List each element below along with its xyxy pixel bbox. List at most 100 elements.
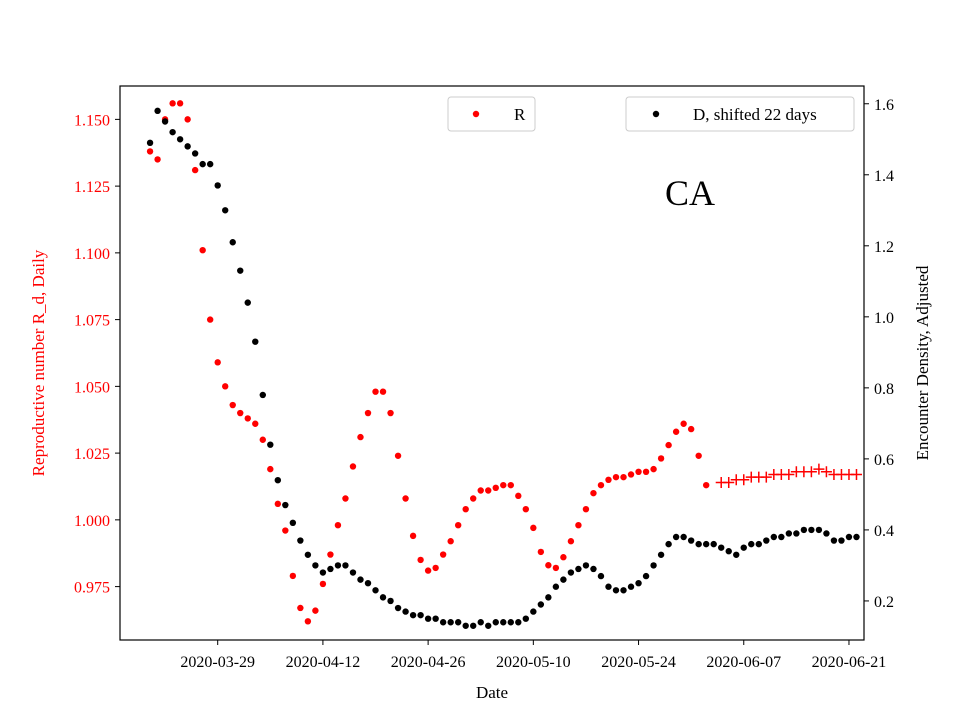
- d-series-point: [800, 526, 808, 534]
- d-series-point: [680, 533, 687, 541]
- d-series-point: [244, 299, 251, 306]
- panel-label: CA: [665, 173, 715, 213]
- x-axis-label: Date: [476, 683, 508, 702]
- d-series-point: [718, 544, 725, 551]
- d-series-point: [424, 615, 432, 622]
- r-series-point: [327, 551, 334, 558]
- d-series-point: [665, 540, 672, 548]
- d-series-point: [146, 139, 154, 147]
- right-y-tick-label: 1.6: [874, 97, 894, 114]
- d-series-point: [770, 533, 778, 541]
- d-series-point: [725, 548, 732, 555]
- d-series-point: [522, 615, 530, 622]
- r-series-point: [515, 492, 522, 500]
- d-series-point: [312, 562, 319, 569]
- legend-d-marker: [652, 110, 660, 118]
- d-series-point: [357, 576, 364, 583]
- r-projection-point: [760, 471, 772, 483]
- left-y-tick-label: 1.075: [74, 313, 110, 330]
- x-tick-label: 2020-04-12: [286, 654, 361, 671]
- d-series-point: [838, 537, 845, 544]
- d-series-point: [229, 239, 236, 246]
- r-series-point: [545, 562, 552, 569]
- d-series-point: [319, 569, 327, 576]
- d-series-point: [815, 526, 823, 534]
- d-series-point: [327, 565, 334, 573]
- x-tick-label: 2020-05-10: [496, 654, 571, 671]
- d-series-point: [537, 601, 545, 608]
- d-series-markers: [146, 107, 860, 629]
- legend-r-marker: [472, 110, 480, 118]
- r-series-point: [627, 471, 635, 478]
- r-series-point: [154, 156, 161, 163]
- d-series-point: [334, 562, 342, 569]
- r-series-point: [477, 487, 484, 494]
- d-series-point: [199, 160, 206, 168]
- r-series-point: [620, 473, 627, 481]
- r-series-point: [184, 116, 191, 123]
- d-series-point: [620, 587, 627, 594]
- r-series-point: [274, 500, 282, 508]
- legend-r: R: [447, 96, 536, 132]
- legend-r-frame: [447, 96, 536, 132]
- r-series-point: [612, 473, 620, 481]
- d-series-point: [545, 594, 552, 601]
- x-tick-label: 2020-03-29: [180, 654, 255, 671]
- d-series-point: [191, 150, 199, 157]
- x-tick-label: 2020-05-24: [601, 654, 676, 671]
- left-y-tick-label: 1.150: [74, 112, 110, 129]
- r-series-point: [409, 532, 417, 540]
- d-series-point: [560, 576, 567, 583]
- r-series-point: [567, 538, 575, 545]
- right-y-tick-label: 1.2: [874, 239, 894, 256]
- d-series-point: [740, 544, 747, 551]
- d-series-point: [161, 118, 169, 125]
- right-y-tick-label: 0.6: [874, 452, 894, 469]
- left-y-axis: 0.975 1.000 1.025 1.050 1.075 1.100 1.125 1.150: [74, 112, 120, 597]
- right-y-tick-label: 0.2: [874, 594, 894, 611]
- r-series-point: [507, 481, 514, 489]
- r-projection-point: [805, 466, 817, 478]
- r-series-point: [342, 495, 349, 502]
- r-series-point: [665, 441, 672, 449]
- r-series-point: [530, 524, 537, 532]
- r-series-point: [379, 388, 387, 395]
- d-series-point: [845, 533, 853, 541]
- d-series-point: [552, 583, 560, 590]
- d-series-point: [823, 530, 830, 537]
- d-series-point: [530, 608, 537, 615]
- r-series-point: [417, 556, 424, 564]
- d-series-point: [252, 338, 259, 345]
- r-series-point: [657, 455, 665, 462]
- r-series-point: [605, 476, 612, 484]
- r-series-point: [687, 425, 695, 433]
- r-series-point: [470, 495, 477, 502]
- d-series-point: [710, 540, 717, 548]
- d-series-point: [267, 441, 274, 448]
- r-series-point: [582, 505, 590, 513]
- r-series-point: [229, 401, 236, 409]
- right-y-tick-label: 0.4: [874, 523, 894, 540]
- d-series-point: [154, 107, 161, 115]
- r-projection-point: [850, 468, 862, 480]
- d-series-point: [492, 619, 499, 626]
- right-y-tick-label: 0.8: [874, 381, 894, 398]
- r-series-point: [439, 551, 447, 558]
- r-series-point: [537, 548, 545, 556]
- r-series-point: [454, 522, 462, 529]
- r-series-point: [424, 567, 432, 574]
- d-series-point: [409, 611, 417, 619]
- d-series-point: [169, 128, 176, 136]
- r-projection-point: [723, 476, 735, 488]
- r-series-point: [560, 554, 567, 561]
- d-series-point: [650, 562, 657, 569]
- r-series-point: [552, 564, 560, 572]
- d-series-point: [627, 583, 635, 590]
- d-series-point: [635, 579, 642, 587]
- r-series-point: [289, 572, 297, 580]
- r-series-point: [702, 481, 710, 489]
- x-tick-label: 2020-06-21: [812, 654, 887, 671]
- left-y-tick-label: 0.975: [74, 580, 110, 597]
- r-series-point: [522, 505, 530, 513]
